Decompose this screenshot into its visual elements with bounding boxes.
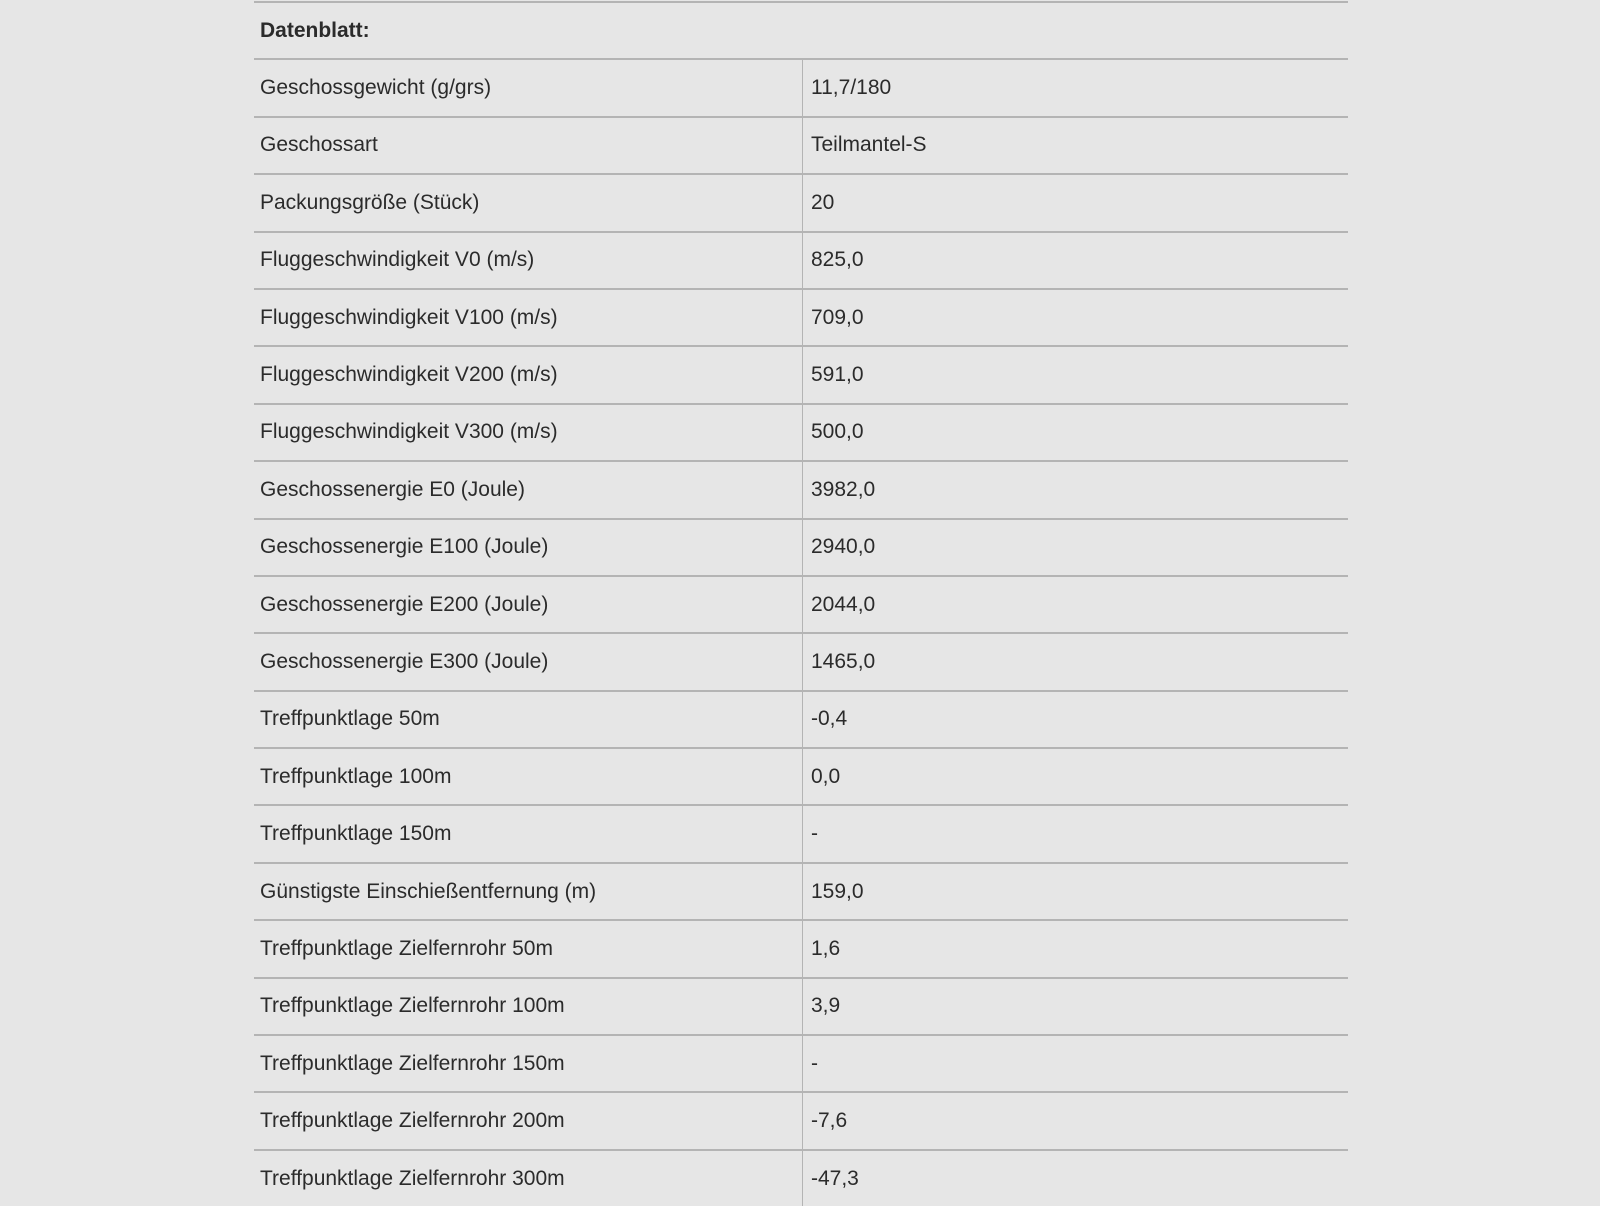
row-label: Fluggeschwindigkeit V300 (m/s): [254, 402, 803, 462]
table-row: Treffpunktlage Zielfernrohr 100m 3,9: [254, 976, 1348, 1036]
table-row: Treffpunktlage Zielfernrohr 300m -47,3: [254, 1148, 1348, 1206]
table-row: Fluggeschwindigkeit V300 (m/s) 500,0: [254, 402, 1348, 462]
table-row: Geschossenergie E200 (Joule) 2044,0: [254, 574, 1348, 634]
row-label: Fluggeschwindigkeit V0 (m/s): [254, 230, 803, 289]
row-label: Treffpunktlage 100m: [254, 747, 803, 806]
table-row: Treffpunktlage Zielfernrohr 50m 1,6: [254, 919, 1348, 978]
table-row: Treffpunktlage 100m 0,0: [254, 747, 1348, 806]
table-row: Fluggeschwindigkeit V200 (m/s) 591,0: [254, 345, 1348, 404]
row-value: -0,4: [802, 689, 1348, 749]
row-label: Treffpunktlage Zielfernrohr 200m: [254, 1091, 803, 1150]
row-label: Packungsgröße (Stück): [254, 173, 803, 232]
table-row: Geschossenergie E300 (Joule) 1465,0: [254, 632, 1348, 691]
row-value: 11,7/180: [802, 58, 1348, 117]
row-label: Geschossenergie E200 (Joule): [254, 574, 803, 634]
datasheet: Datenblatt: Geschossgewicht (g/grs) 11,7/…: [254, 0, 1348, 1206]
row-value: -7,6: [802, 1091, 1348, 1150]
row-value: 825,0: [802, 230, 1348, 289]
row-label: Treffpunktlage Zielfernrohr 300m: [254, 1148, 803, 1206]
row-value: 2044,0: [802, 574, 1348, 634]
row-value: 709,0: [802, 287, 1348, 347]
table-header-row: Datenblatt:: [254, 0, 1348, 60]
table-row: Geschossenergie E100 (Joule) 2940,0: [254, 517, 1348, 576]
table-row: Treffpunktlage 150m -: [254, 804, 1348, 863]
table-row: Fluggeschwindigkeit V100 (m/s) 709,0: [254, 287, 1348, 347]
table-row: Treffpunktlage Zielfernrohr 200m -7,6: [254, 1091, 1348, 1150]
row-label: Geschossenergie E100 (Joule): [254, 517, 803, 576]
row-value: -: [802, 804, 1348, 863]
row-label: Fluggeschwindigkeit V200 (m/s): [254, 345, 803, 404]
row-label: Geschossgewicht (g/grs): [254, 58, 803, 117]
table-row: Treffpunktlage 50m -0,4: [254, 689, 1348, 749]
row-label: Treffpunktlage 150m: [254, 804, 803, 863]
table-row: Fluggeschwindigkeit V0 (m/s) 825,0: [254, 230, 1348, 289]
row-label: Geschossenergie E300 (Joule): [254, 632, 803, 691]
row-label: Treffpunktlage Zielfernrohr 150m: [254, 1034, 803, 1093]
row-value: 20: [802, 173, 1348, 232]
row-value: 500,0: [802, 402, 1348, 462]
row-value: 0,0: [802, 747, 1348, 806]
row-value: Teilmantel-S: [802, 115, 1348, 175]
row-label: Günstigste Einschießentfernung (m): [254, 861, 803, 921]
row-value: 2940,0: [802, 517, 1348, 576]
row-value: -47,3: [802, 1148, 1348, 1206]
row-label: Geschossenergie E0 (Joule): [254, 460, 803, 519]
datasheet-heading: Datenblatt:: [254, 0, 1348, 60]
table-row: Treffpunktlage Zielfernrohr 150m -: [254, 1034, 1348, 1093]
row-label: Treffpunktlage Zielfernrohr 100m: [254, 976, 803, 1036]
row-label: Treffpunktlage Zielfernrohr 50m: [254, 919, 803, 978]
row-value: 1465,0: [802, 632, 1348, 691]
row-value: 3982,0: [802, 460, 1348, 519]
datasheet-table: Datenblatt: Geschossgewicht (g/grs) 11,7/…: [254, 0, 1348, 1206]
row-label: Fluggeschwindigkeit V100 (m/s): [254, 287, 803, 347]
table-row: Geschossart Teilmantel-S: [254, 115, 1348, 175]
table-row: Günstigste Einschießentfernung (m) 159,0: [254, 861, 1348, 921]
row-label: Geschossart: [254, 115, 803, 175]
row-value: 591,0: [802, 345, 1348, 404]
table-row: Geschossgewicht (g/grs) 11,7/180: [254, 58, 1348, 117]
row-label: Treffpunktlage 50m: [254, 689, 803, 749]
table-row: Packungsgröße (Stück) 20: [254, 173, 1348, 232]
row-value: 159,0: [802, 861, 1348, 921]
table-row: Geschossenergie E0 (Joule) 3982,0: [254, 460, 1348, 519]
row-value: 3,9: [802, 976, 1348, 1036]
row-value: 1,6: [802, 919, 1348, 978]
row-value: -: [802, 1034, 1348, 1093]
